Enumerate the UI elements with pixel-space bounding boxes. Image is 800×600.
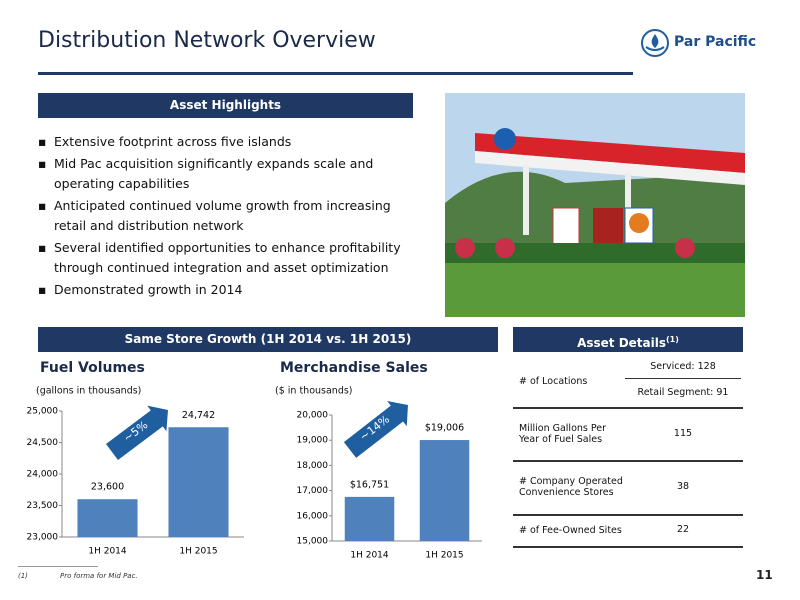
chart-title: Merchandise Sales	[280, 360, 428, 376]
y-tick-label: 19,000	[297, 436, 329, 446]
value-label: $16,751	[350, 479, 389, 490]
row-label: # Company Operated Convenience Stores	[519, 476, 623, 498]
bar	[77, 499, 138, 537]
bullet-list: Extensive footprint across five islandsM…	[38, 132, 413, 302]
y-tick-label: 20,000	[297, 411, 329, 421]
y-tick-label: 16,000	[297, 511, 329, 521]
growth-arrow	[343, 400, 408, 458]
cell-value: 22	[676, 524, 690, 535]
bar	[344, 496, 395, 541]
y-tick-label: 23,500	[27, 501, 59, 511]
cell-value: Retail Segment: 91	[637, 387, 729, 398]
x-tick-label: 1H 2015	[179, 547, 217, 557]
x-tick-label: 1H 2014	[88, 547, 127, 557]
row-label: Million Gallons Per Year of Fuel Sales	[519, 422, 607, 445]
cell-value: Serviced: 128	[650, 361, 716, 372]
station-photo	[445, 93, 745, 317]
slide-title: Distribution Network Overview	[38, 28, 376, 53]
row-label: # of Locations	[519, 375, 588, 387]
growth-arrow	[106, 405, 169, 461]
page-number: 11	[756, 568, 773, 582]
bullet: Several identified opportunities to enha…	[38, 238, 413, 278]
bullet: Demonstrated growth in 2014	[38, 280, 413, 300]
row-rule	[513, 546, 743, 548]
chart-title: Fuel Volumes	[40, 360, 145, 376]
footnote-rule	[18, 566, 98, 567]
details-table: # of Locations Serviced: 128 Retail Segmen…	[513, 355, 743, 550]
y-tick-label: 24,500	[27, 438, 59, 448]
y-tick-label: 17,000	[297, 486, 329, 496]
x-tick-label: 1H 2015	[425, 551, 463, 561]
chart-subtitle: ($ in thousands)	[275, 386, 353, 397]
row-rule	[513, 514, 743, 516]
details-heading: Asset Details	[577, 336, 667, 350]
cell-value: 38	[676, 481, 690, 492]
section-heading: Asset Highlights	[38, 93, 413, 118]
value-label: $19,006	[425, 423, 464, 434]
heading-note: (1)	[666, 335, 679, 344]
value-label: 24,742	[182, 410, 215, 421]
chart-subtitle: (gallons in thousands)	[36, 386, 141, 397]
bar	[168, 427, 229, 537]
footnote-text: Pro forma for Mid Pac.	[60, 572, 138, 580]
title-rule	[38, 72, 633, 75]
footnote-marker: (1)	[18, 572, 28, 580]
y-tick-label: 25,000	[27, 407, 59, 417]
y-tick-label: 15,000	[297, 537, 329, 547]
section-heading: Same Store Growth (1H 2014 vs. 1H 2015)	[38, 327, 498, 352]
y-tick-label: 18,000	[297, 461, 329, 471]
row-label: # of Fee-Owned Sites	[519, 524, 622, 536]
bullet: Extensive footprint across five islands	[38, 132, 413, 152]
cell-value: 115	[673, 428, 693, 439]
section-heading: Asset Details(1)	[513, 327, 743, 352]
value-label: 23,600	[91, 482, 124, 493]
logo-text: Par Pacific	[674, 34, 757, 50]
bullet: Anticipated continued volume growth from…	[38, 196, 413, 236]
y-tick-label: 24,000	[27, 470, 59, 480]
bar	[419, 440, 470, 541]
logo-icon	[641, 29, 669, 57]
row-rule	[513, 460, 743, 462]
row-rule	[513, 407, 743, 409]
y-tick-label: 23,000	[27, 533, 59, 543]
x-tick-label: 1H 2014	[350, 551, 389, 561]
cell-rule	[625, 378, 741, 379]
bullet: Mid Pac acquisition significantly expand…	[38, 154, 413, 194]
